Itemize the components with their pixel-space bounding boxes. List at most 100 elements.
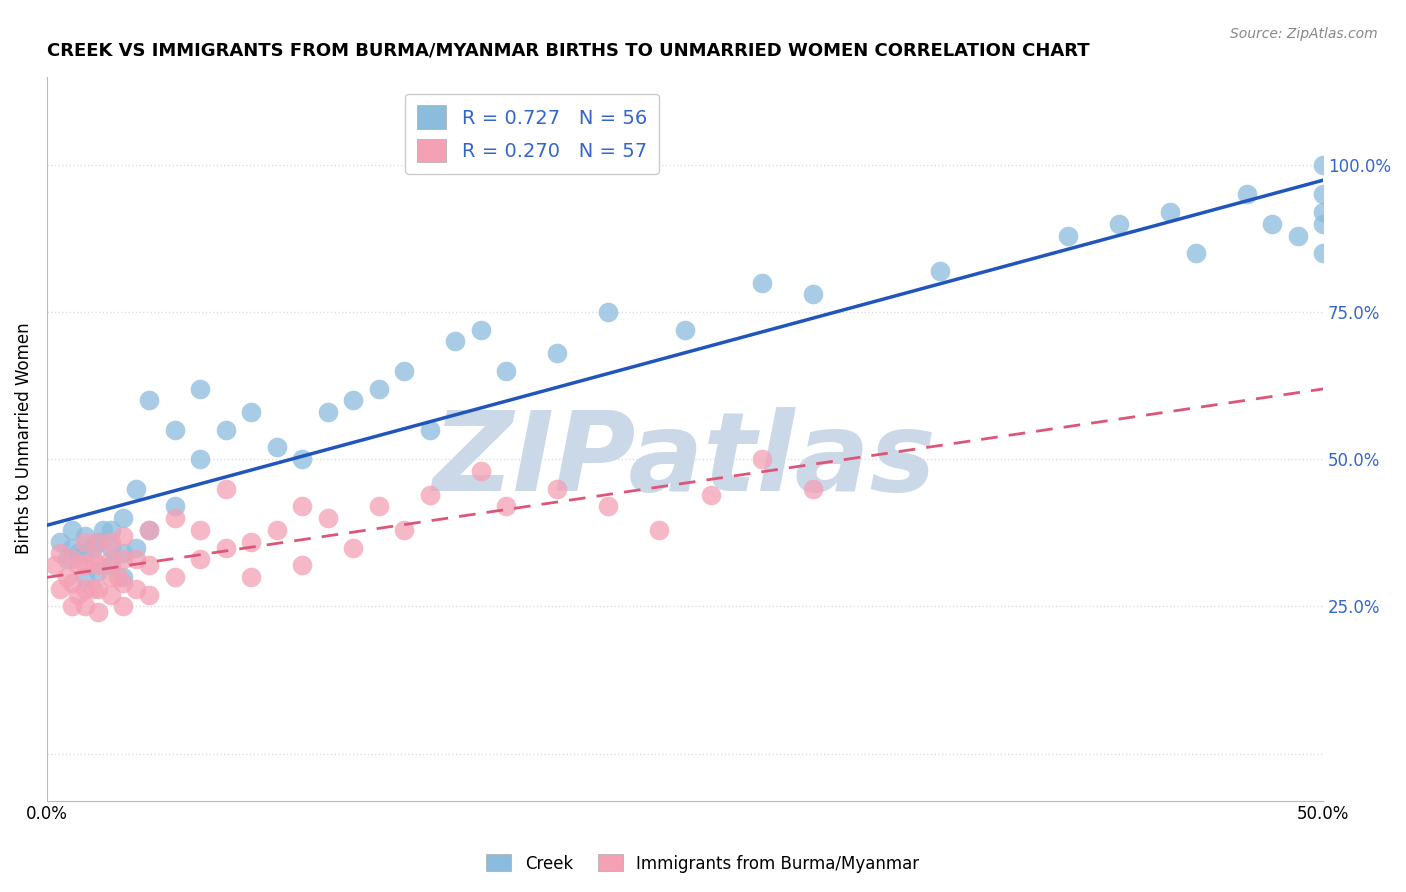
Point [100, 588, 122, 602]
Point [342, 541, 364, 555]
Point [342, 393, 364, 408]
Point [316, 511, 339, 525]
Point [598, 500, 620, 514]
Point [82, 541, 104, 555]
Point [495, 500, 517, 514]
Point [419, 423, 441, 437]
Point [419, 487, 441, 501]
Text: CREEK VS IMMIGRANTS FROM BURMA/MYANMAR BIRTHS TO UNMARRIED WOMEN CORRELATION CHA: CREEK VS IMMIGRANTS FROM BURMA/MYANMAR B… [46, 42, 1090, 60]
Point [214, 423, 236, 437]
Point [112, 529, 135, 543]
Point [87, 534, 110, 549]
Point [598, 305, 620, 319]
Point [62, 575, 84, 590]
Point [188, 552, 211, 566]
Point [1236, 187, 1258, 202]
Point [100, 534, 122, 549]
Point [1312, 246, 1334, 260]
Text: ZIPatlas: ZIPatlas [433, 407, 936, 514]
Point [316, 405, 339, 419]
Point [138, 558, 160, 573]
Point [801, 482, 824, 496]
Point [266, 441, 288, 455]
Point [87, 534, 110, 549]
Point [75, 529, 97, 543]
Point [100, 552, 122, 566]
Point [87, 582, 110, 596]
Point [112, 570, 135, 584]
Point [138, 523, 160, 537]
Text: Source: ZipAtlas.com: Source: ZipAtlas.com [1230, 27, 1378, 41]
Point [367, 382, 389, 396]
Point [138, 393, 160, 408]
Point [751, 452, 773, 467]
Point [801, 287, 824, 301]
Point [62, 541, 84, 555]
Point [188, 382, 211, 396]
Point [291, 500, 314, 514]
Point [112, 599, 135, 614]
Point [112, 511, 135, 525]
Point [929, 264, 952, 278]
Point [648, 523, 671, 537]
Point [214, 482, 236, 496]
Point [100, 523, 122, 537]
Point [56, 552, 79, 566]
Point [112, 575, 135, 590]
Point [75, 582, 97, 596]
Point [1108, 217, 1130, 231]
Point [138, 588, 160, 602]
Point [125, 552, 148, 566]
Point [495, 364, 517, 378]
Point [82, 552, 104, 566]
Point [66, 588, 89, 602]
Point [266, 523, 288, 537]
Point [62, 552, 84, 566]
Point [75, 546, 97, 560]
Point [546, 482, 568, 496]
Point [82, 582, 104, 596]
Legend: Creek, Immigrants from Burma/Myanmar: Creek, Immigrants from Burma/Myanmar [479, 847, 927, 880]
Point [1312, 158, 1334, 172]
Point [214, 541, 236, 555]
Point [125, 541, 148, 555]
Point [751, 276, 773, 290]
Point [75, 570, 97, 584]
Point [163, 423, 186, 437]
Point [107, 570, 129, 584]
Point [1057, 228, 1080, 243]
Point [87, 558, 110, 573]
Point [112, 552, 135, 566]
Point [1184, 246, 1206, 260]
Point [163, 500, 186, 514]
Point [291, 558, 314, 573]
Point [291, 452, 314, 467]
Point [240, 570, 263, 584]
Point [1312, 187, 1334, 202]
Point [699, 487, 721, 501]
Point [48, 546, 70, 560]
Point [1286, 228, 1309, 243]
Point [1261, 217, 1284, 231]
Point [367, 500, 389, 514]
Point [240, 405, 263, 419]
Point [62, 599, 84, 614]
Point [48, 582, 70, 596]
Point [470, 464, 492, 478]
Point [125, 582, 148, 596]
Point [66, 558, 89, 573]
Point [240, 534, 263, 549]
Point [87, 564, 110, 578]
Point [48, 534, 70, 549]
Point [163, 511, 186, 525]
Point [62, 523, 84, 537]
Point [1312, 217, 1334, 231]
Point [125, 482, 148, 496]
Point [394, 523, 416, 537]
Point [394, 364, 416, 378]
Point [1159, 205, 1181, 219]
Point [44, 558, 66, 573]
Point [91, 523, 114, 537]
Point [66, 546, 89, 560]
Y-axis label: Births to Unmarried Women: Births to Unmarried Women [15, 323, 32, 555]
